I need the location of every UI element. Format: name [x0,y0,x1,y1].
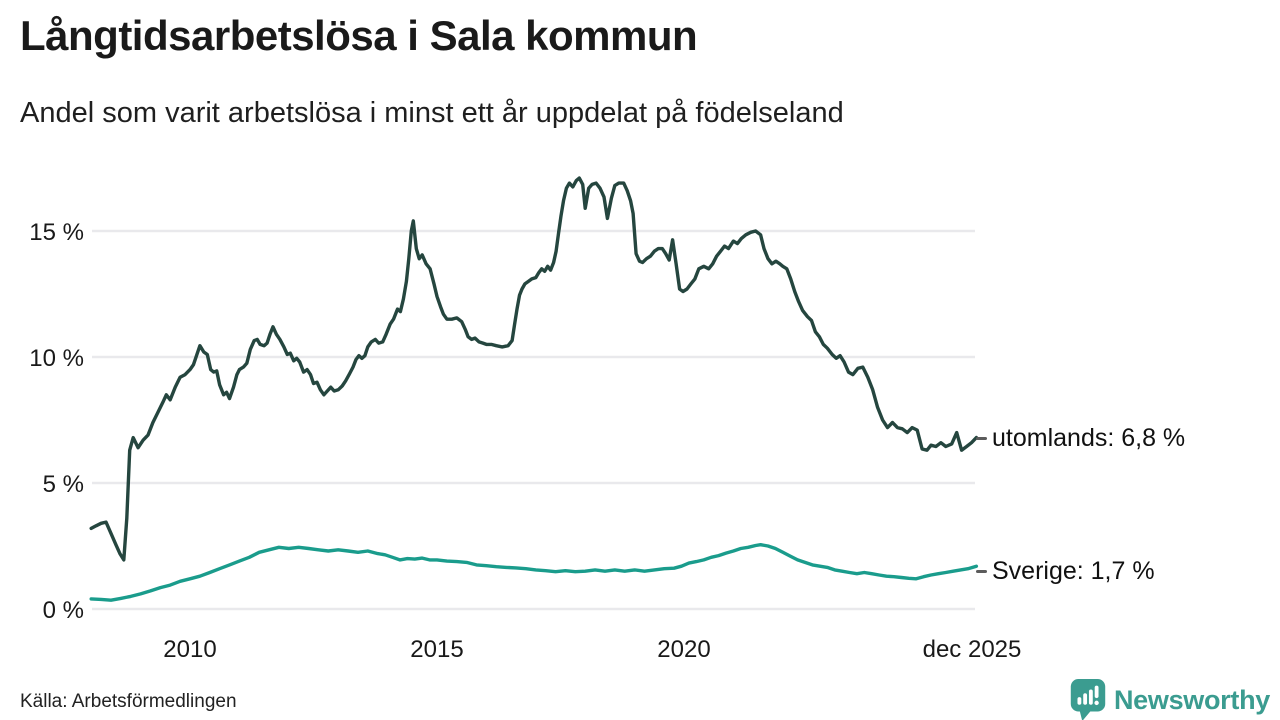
series-label-utomlands: utomlands: 6,8 % [976,424,1185,453]
newsworthy-wordmark: Newsworthy [1113,684,1270,715]
y-tick-label: 15 % [29,219,84,246]
series-line-utomlands [89,176,979,562]
page-title: Långtidsarbetslösa i Sala kommun [20,12,698,59]
x-tick-label: dec 2025 [923,636,1022,663]
label-connector-dash-icon [976,570,987,573]
label-connector-dash-icon [976,437,987,440]
newsworthy-brand: Newsworthy [1069,678,1270,720]
series-label-utomlands-text: utomlands: 6,8 % [992,424,1186,452]
x-tick-label: 2010 [163,636,216,663]
chart-subtitle: Andel som varit arbetslösa i minst ett å… [20,97,844,129]
series-line-Sverige [89,543,979,602]
source-note: Källa: Arbetsförmedlingen [20,691,237,712]
x-tick-label: 2020 [657,636,710,663]
y-tick-label: 10 % [29,345,84,372]
y-tick-label: 0 % [43,597,84,624]
x-tick-label: 2015 [410,636,463,663]
y-tick-label: 5 % [43,471,84,498]
series-label-sverige-text: Sverige: 1,7 % [992,557,1155,585]
series-label-sverige: Sverige: 1,7 % [976,557,1155,586]
newsworthy-logo-icon [1070,678,1106,720]
